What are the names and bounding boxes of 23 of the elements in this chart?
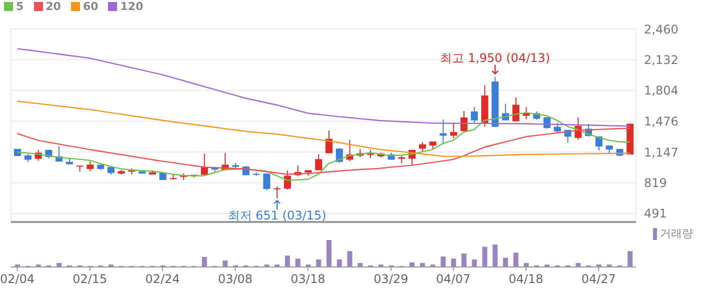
y-tick-label: 1,476 bbox=[644, 114, 678, 128]
legend-label: 20 bbox=[46, 0, 61, 13]
x-tick-label: 04/27 bbox=[581, 272, 616, 286]
annotation: 최고 1,950 (04/13) bbox=[440, 50, 550, 65]
x-tick-label: 03/18 bbox=[290, 272, 326, 286]
legend-label: 5 bbox=[16, 0, 24, 13]
y-tick-label: 1,147 bbox=[644, 145, 678, 160]
x-tick-label: 02/15 bbox=[72, 272, 108, 286]
legend-label: 120 bbox=[120, 0, 144, 13]
x-tick-label: 03/29 bbox=[374, 272, 408, 286]
y-tick-label: 1,804 bbox=[644, 84, 678, 98]
y-tick-label: 2,132 bbox=[644, 52, 678, 67]
x-tick-label: 02/04 bbox=[0, 272, 35, 286]
x-tick-label: 03/08 bbox=[218, 272, 253, 286]
y-tick-label: 2,460 bbox=[644, 22, 678, 36]
x-tick-label: 04/07 bbox=[436, 272, 471, 286]
legend-label: 60 bbox=[82, 0, 98, 13]
x-tick-label: 04/18 bbox=[508, 272, 544, 286]
y-tick-label: 819 bbox=[644, 176, 667, 190]
annotation: 최저 651 (03/15) bbox=[228, 208, 326, 222]
y-tick-label: 491 bbox=[644, 206, 667, 221]
legend-label: 거래량 bbox=[660, 226, 693, 241]
x-tick-label: 02/24 bbox=[145, 272, 180, 286]
